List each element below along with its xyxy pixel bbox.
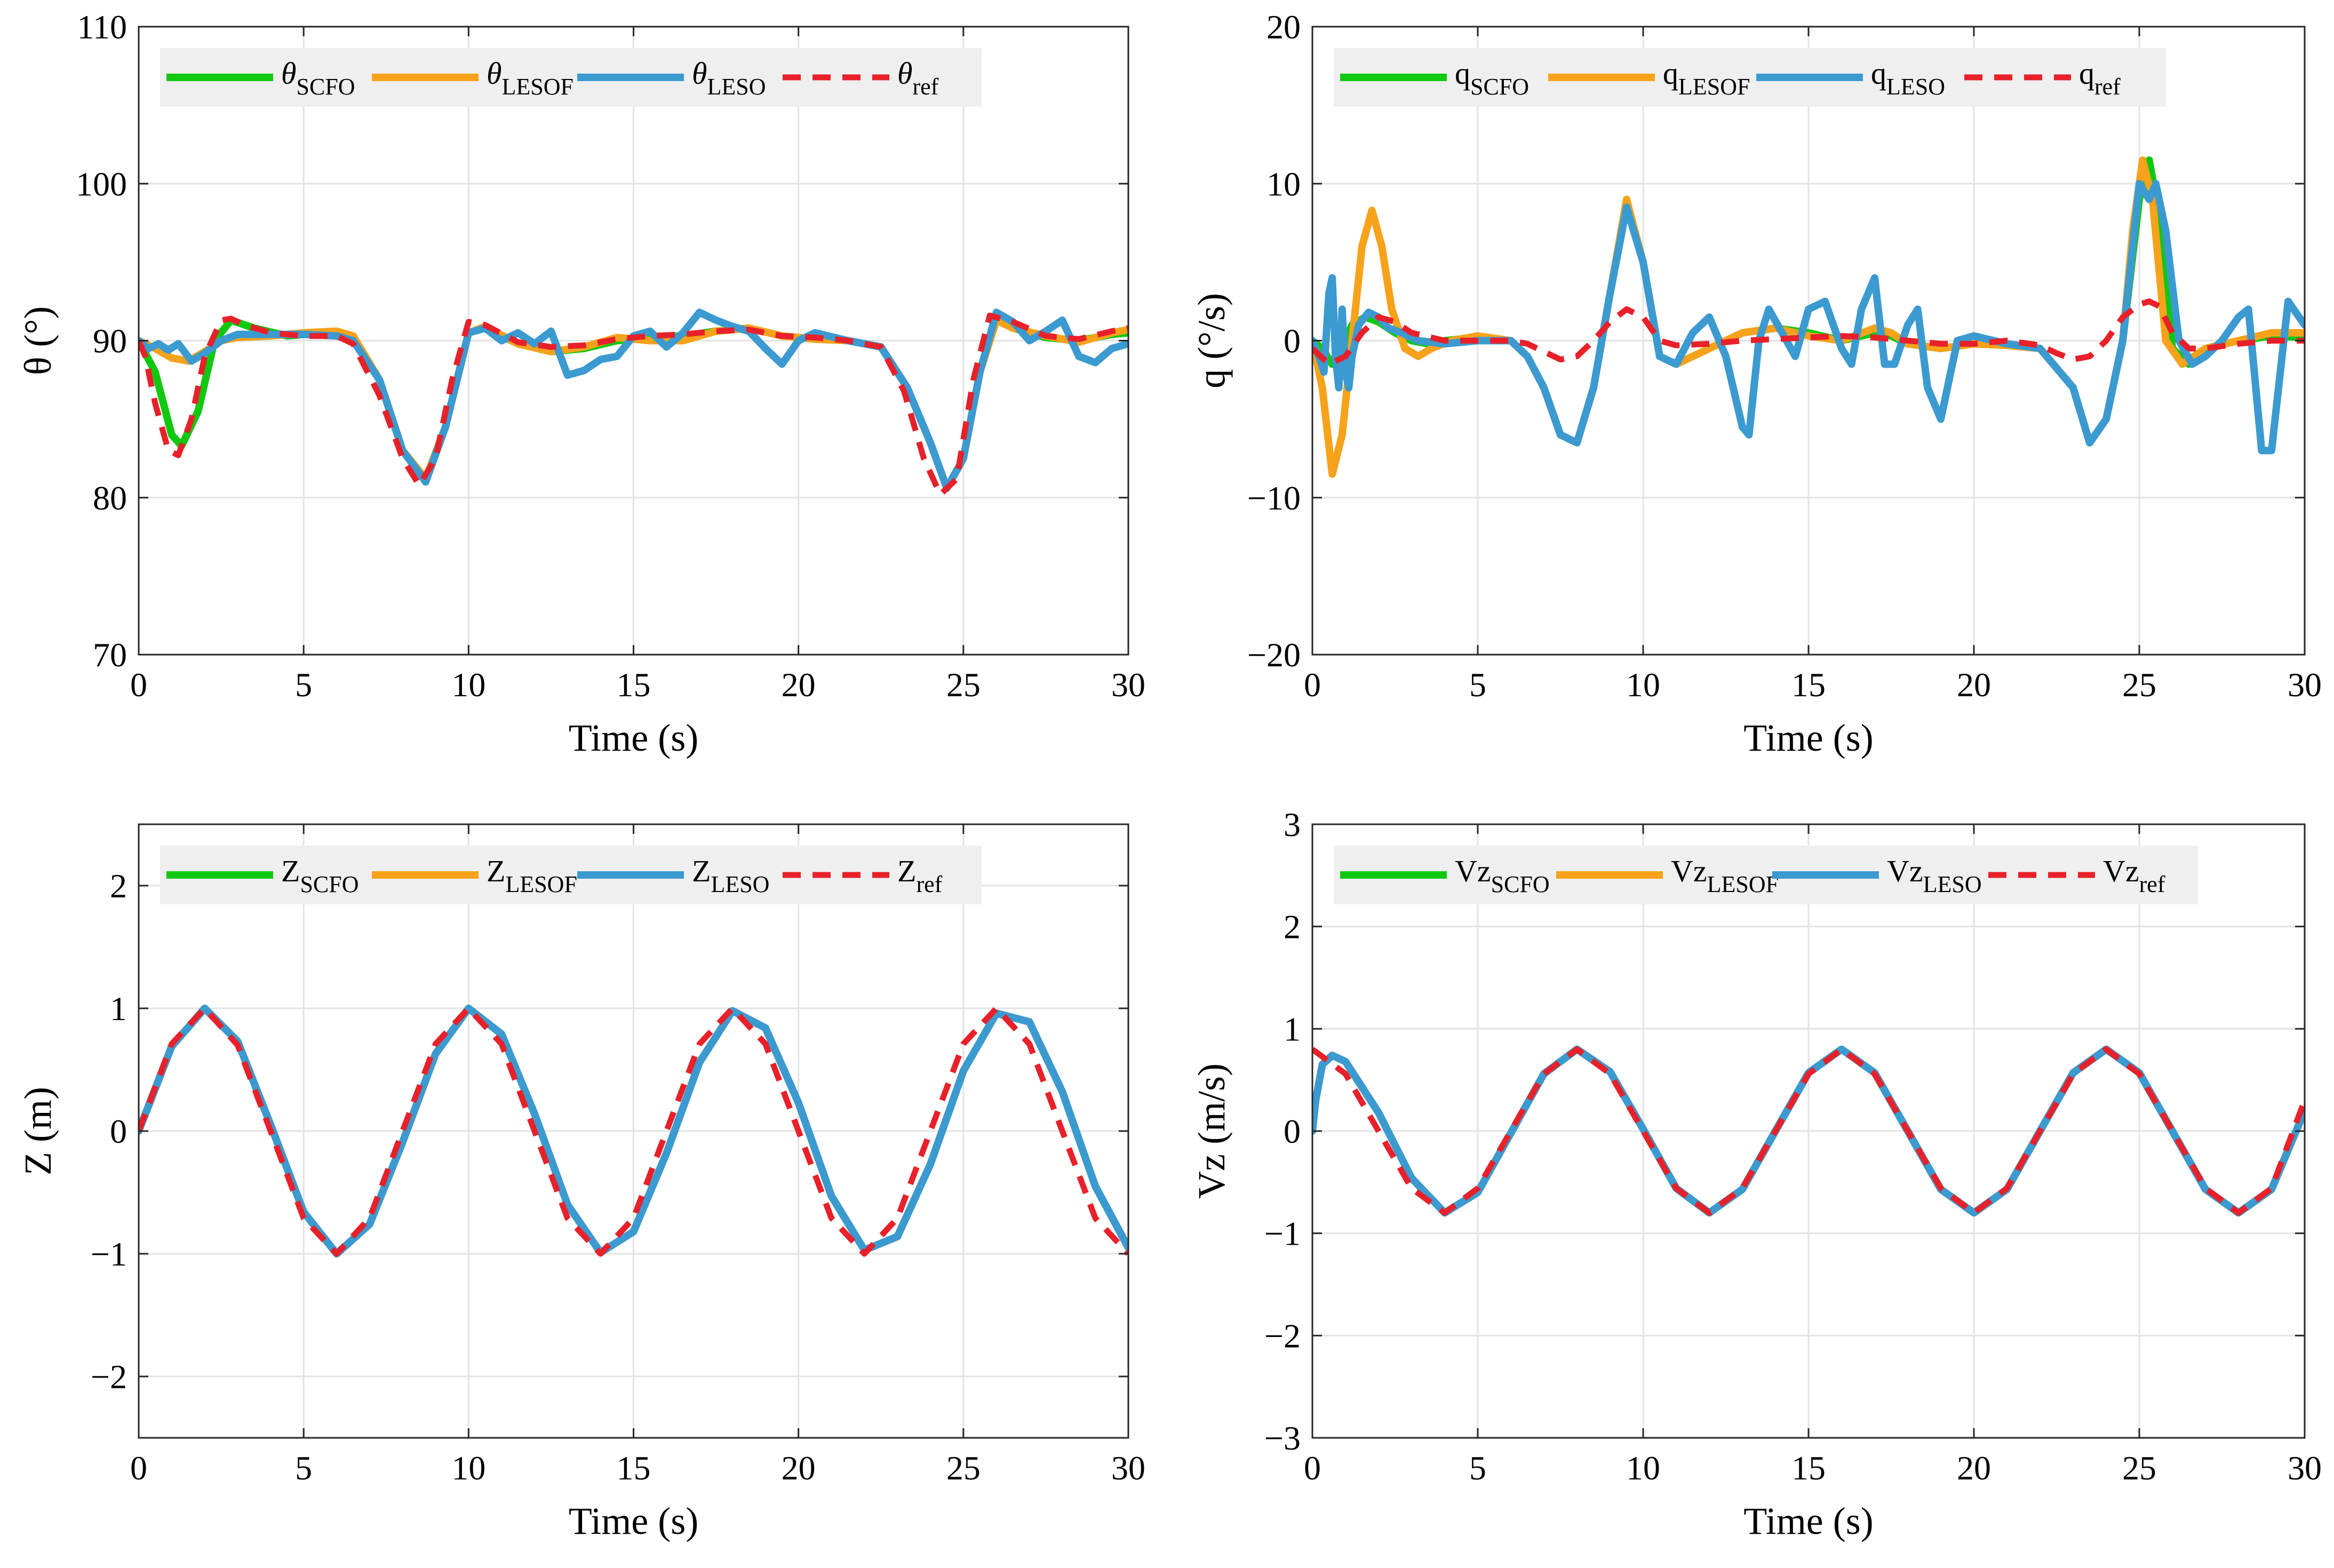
legend-entry: VzLESO [1887,854,1982,897]
legend-entry: Vzref [2103,854,2165,897]
legend-entry: qLESO [1871,56,1945,100]
y-tick-label: 0 [110,1112,127,1150]
x-tick-label: 15 [617,1449,651,1487]
series-line-vz-ref [1312,1046,2305,1216]
legend: ZSCFO ZLESOF ZLESO Zref [160,846,982,904]
series-line-q-leso [1312,180,2305,455]
y-tick-label: −2 [1264,1317,1301,1355]
y-axis-label: Z (m) [17,1087,59,1175]
legend-entry: qLESOF [1663,56,1750,100]
x-tick-label: 15 [1791,1449,1826,1487]
x-tick-label: 30 [2288,666,2322,704]
y-tick-label: 100 [76,165,127,203]
x-axis-label: Time (s) [569,1500,698,1542]
x-tick-label: 30 [2288,1449,2322,1487]
legend-entry: θref [897,56,939,100]
x-tick-label: 0 [1304,666,1321,704]
legend-entry: θSCFO [281,56,355,100]
y-tick-label: −3 [1264,1419,1301,1457]
legend-entry: VzLESOF [1671,854,1779,897]
y-tick-label: 2 [1284,908,1301,946]
legend-entry: qref [2079,56,2121,100]
x-axis-label: Time (s) [1743,1500,1873,1542]
x-tick-label: 5 [295,1449,312,1487]
y-tick-label: 1 [110,990,127,1028]
y-tick-label: −1 [1264,1215,1301,1253]
legend-entry: ZLESO [692,854,769,897]
x-tick-label: 20 [1957,666,1991,704]
legend-entry: ZSCFO [281,854,359,897]
x-tick-label: 25 [946,1449,981,1487]
x-tick-label: 25 [946,666,981,704]
legend-entry: Zref [897,854,943,897]
x-tick-label: 30 [1111,666,1145,704]
x-tick-label: 15 [617,666,651,704]
y-axis-label: q (°/s) [1190,293,1233,388]
y-tick-label: 20 [1266,8,1301,46]
x-tick-label: 10 [451,1449,485,1487]
x-tick-label: 15 [1791,666,1826,704]
y-tick-label: 70 [93,636,127,674]
y-tick-label: −1 [91,1235,127,1273]
y-tick-label: 0 [1284,322,1301,360]
chart-panel-bottom-right: 0 5 10 15 20 25 30 −3 −2 −1 0 1 2 3 Time (s) Vz (m/s) Vz… [1190,806,2322,1542]
x-axis-label: Time (s) [569,717,698,759]
y-tick-label: 0 [1284,1112,1301,1150]
x-tick-label: 0 [1304,1449,1321,1487]
x-tick-label: 5 [295,666,312,704]
y-axis-label: θ (°) [17,306,59,375]
legend: VzSCFO VzLESOF VzLESO Vzref [1334,846,2198,904]
y-tick-label: 3 [1284,806,1301,843]
x-tick-label: 20 [782,1449,816,1487]
y-tick-label: 90 [93,322,127,360]
series-line-q-ref [1312,298,2305,368]
x-tick-label: 0 [130,1449,147,1487]
legend: θSCFO θLESOF θLESO θref [160,48,982,107]
series-line-theta-ref [139,312,1128,498]
x-tick-label: 0 [130,666,147,704]
legend-entry: qSCFO [1455,56,1529,100]
x-axis-label: Time (s) [1743,717,1873,759]
x-tick-label: 20 [782,666,816,704]
y-tick-label: 2 [110,867,127,905]
x-tick-label: 25 [2122,1449,2156,1487]
y-tick-label: −20 [1247,636,1301,674]
y-tick-label: 1 [1284,1010,1301,1048]
chart-panel-bottom-left: 0 5 10 15 20 25 30 −2 −1 0 1 2 Time (s) Z (m) ZSCFO ZLE… [17,823,1145,1542]
legend-entry: VzSCFO [1455,854,1550,897]
y-axis-label: Vz (m/s) [1190,1063,1233,1199]
x-tick-label: 5 [1469,666,1486,704]
y-tick-label: 80 [93,479,127,517]
x-tick-label: 20 [1957,1449,1991,1487]
y-tick-label: 110 [77,8,127,46]
y-tick-label: −10 [1247,479,1301,517]
series-line-z-ref [139,1005,1128,1257]
y-tick-label: 10 [1266,165,1301,203]
chart-panel-top-left: 0 5 10 15 20 25 30 70 80 90 100 110 Time (s) θ (°) θSC… [17,8,1145,759]
x-tick-label: 10 [1626,1449,1660,1487]
legend-entry: θLESO [692,56,766,100]
legend-entry: θLESOF [487,56,573,100]
legend-entry: ZLESOF [487,854,577,897]
y-tick-label: −2 [91,1358,127,1396]
x-tick-label: 10 [451,666,485,704]
x-tick-label: 5 [1469,1449,1486,1487]
x-tick-label: 30 [1111,1449,1145,1487]
x-tick-label: 25 [2122,666,2156,704]
x-tick-label: 10 [1626,666,1660,704]
chart-panel-top-right: 0 5 10 15 20 25 30 −20 −10 0 10 20 Time (s) q (°/s) qS… [1190,8,2322,759]
legend: qSCFO qLESOF qLESO qref [1334,48,2166,107]
